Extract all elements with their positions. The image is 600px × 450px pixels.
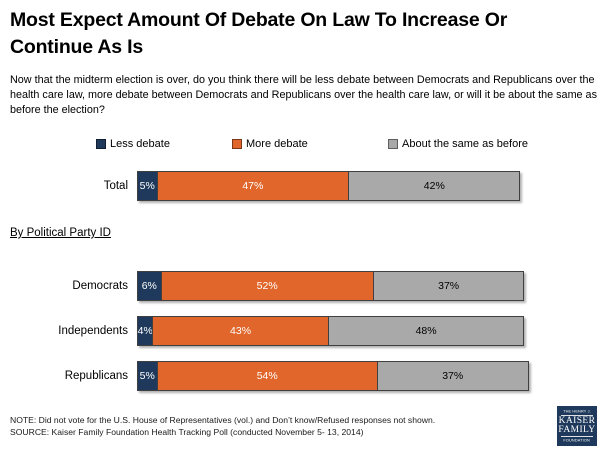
value-label: 5% xyxy=(139,180,155,192)
logo-line-family: FAMILY xyxy=(558,425,596,435)
value-label: 54% xyxy=(256,370,278,382)
kaiser-family-foundation-logo: THE HENRY J. KAISER FAMILY FOUNDATION xyxy=(557,406,597,446)
stacked-bar: 5% 54% 37% xyxy=(137,361,529,391)
value-label: 47% xyxy=(242,180,264,192)
value-label: 43% xyxy=(230,325,252,337)
survey-question-text: Now that the midterm election is over, d… xyxy=(10,74,597,116)
stacked-bar: 5% 47% 42% xyxy=(137,171,521,201)
legend-label: About the same as before xyxy=(402,138,528,150)
bar-segment: 5% xyxy=(137,171,158,201)
category-label: Democrats xyxy=(72,280,128,292)
footnotes: NOTE: Did not vote for the U.S. House of… xyxy=(10,415,550,438)
section-label-party-id: By Political Party ID xyxy=(10,227,111,239)
legend-item: About the same as before xyxy=(388,138,528,150)
chart-row: Republicans 5% 54% 37% xyxy=(10,361,529,391)
legend-swatch-icon xyxy=(232,139,242,149)
chart-legend: Less debate More debate About the same as … xyxy=(96,138,528,150)
logo-divider xyxy=(561,415,593,416)
bar-segment: 42% xyxy=(348,171,521,201)
value-label: 48% xyxy=(415,325,437,337)
page-title: Most Expect Amount Of Debate On Law To I… xyxy=(10,9,508,58)
legend-item: Less debate xyxy=(96,138,232,150)
chart-group-party: Democrats 6% 52% 37% Independents 4% 43% 48% Rep… xyxy=(10,271,529,406)
legend-swatch-icon xyxy=(96,139,106,149)
stacked-bar: 6% 52% 37% xyxy=(137,271,525,301)
chart-row: Democrats 6% 52% 37% xyxy=(10,271,529,301)
value-label: 52% xyxy=(256,280,278,292)
logo-line-foundation: FOUNDATION xyxy=(563,438,591,443)
bar-segment: 4% xyxy=(137,316,154,346)
value-label: 37% xyxy=(442,370,464,382)
legend-label: More debate xyxy=(246,138,308,150)
bar-segment: 54% xyxy=(156,361,378,391)
chart-row: Total 5% 47% 42% xyxy=(10,171,521,201)
logo-line-top: THE HENRY J. xyxy=(563,409,591,414)
bar-segment: 37% xyxy=(376,361,529,391)
bar-segment: 52% xyxy=(160,271,374,301)
legend-item: More debate xyxy=(232,138,388,150)
bar-segment: 37% xyxy=(372,271,525,301)
category-label: Republicans xyxy=(64,370,128,382)
note-text: NOTE: Did not vote for the U.S. House of… xyxy=(10,415,436,425)
bar-segment: 48% xyxy=(327,316,525,346)
bar-segment: 5% xyxy=(137,361,158,391)
source-text: SOURCE: Kaiser Family Foundation Health … xyxy=(10,426,364,437)
bar-segment: 6% xyxy=(137,271,162,301)
bar-segment: 43% xyxy=(152,316,329,346)
value-label: 4% xyxy=(137,325,153,337)
logo-line-kaiser: KAISER xyxy=(558,416,596,426)
legend-swatch-icon xyxy=(388,139,398,149)
category-label: Independents xyxy=(58,325,128,337)
value-label: 42% xyxy=(423,180,445,192)
value-label: 6% xyxy=(141,280,157,292)
chart-group-total: Total 5% 47% 42% xyxy=(10,171,521,216)
value-label: 37% xyxy=(438,280,460,292)
bar-segment: 47% xyxy=(156,171,350,201)
legend-label: Less debate xyxy=(110,138,170,150)
logo-divider xyxy=(561,436,593,437)
chart-row: Independents 4% 43% 48% xyxy=(10,316,529,346)
stacked-bar: 4% 43% 48% xyxy=(137,316,525,346)
category-label: Total xyxy=(103,180,128,192)
value-label: 5% xyxy=(139,370,155,382)
